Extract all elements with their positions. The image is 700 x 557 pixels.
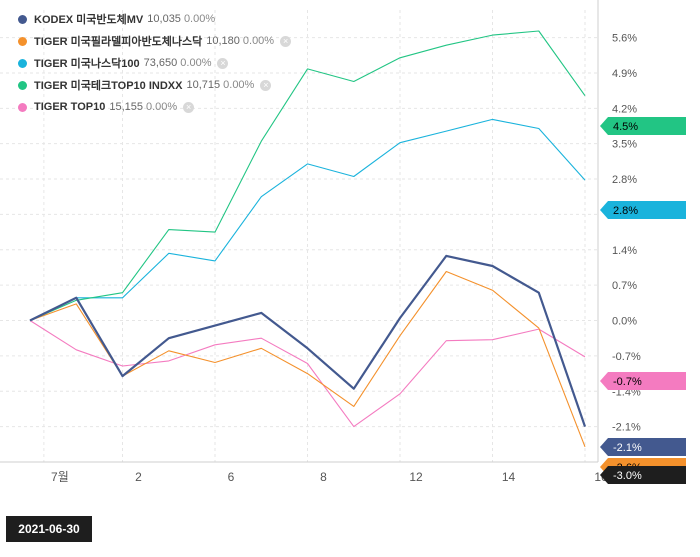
legend-percent: 0.00% — [183, 13, 216, 25]
legend-name: TIGER 미국필라델피아반도체나스닥 — [34, 36, 203, 48]
badge-label: 4.5% — [613, 121, 638, 133]
x-tick-label: 8 — [320, 470, 327, 484]
y-tick-label: 2.8% — [612, 174, 637, 186]
legend-dot-icon — [18, 102, 27, 112]
y-tick-label: 1.4% — [612, 245, 637, 257]
remove-series-icon[interactable]: × — [280, 35, 292, 47]
legend-percent: 0.00% — [180, 57, 212, 69]
y-tick-label: 4.2% — [612, 103, 637, 115]
legend-percent: 0.00% — [145, 101, 178, 113]
end-value-badge: 4.5% — [600, 117, 686, 135]
x-axis: 7월 2 6 8 12 14 16 — [51, 470, 608, 484]
badge-shape — [600, 466, 686, 484]
legend-dot-icon — [18, 80, 27, 90]
legend-name: TIGER TOP10 — [34, 101, 106, 113]
chart-grid — [0, 0, 599, 463]
badge-label: -2.1% — [613, 442, 642, 454]
series-line — [29, 30, 586, 322]
legend-name: TIGER 미국나스닥100 — [34, 58, 140, 70]
end-value-badge: -3.0% — [600, 466, 686, 484]
remove-series-icon[interactable]: × — [260, 79, 272, 91]
legend-name: KODEX 미국반도체MV — [34, 14, 144, 26]
remove-series-icon[interactable]: × — [217, 57, 229, 69]
badge-shape — [600, 201, 686, 219]
series-line — [29, 118, 586, 321]
legend-value: 73,650 — [143, 57, 178, 69]
x-tick-label: 7월 — [51, 470, 69, 484]
x-tick-label: 14 — [502, 470, 516, 484]
legend-value: 10,715 — [186, 79, 221, 91]
y-tick-label: -0.7% — [612, 351, 641, 363]
badge-label: -0.7% — [613, 376, 642, 388]
chart-series — [29, 30, 587, 447]
badge-shape — [600, 438, 686, 456]
legend-dot-icon — [18, 14, 27, 24]
y-tick-label: 0.0% — [612, 316, 637, 328]
remove-series-icon[interactable]: × — [183, 101, 195, 113]
legend-item[interactable]: TIGER 미국테크TOP10 INDXX 10,715 0.00% × — [18, 74, 291, 96]
end-value-badge: 2.8% — [600, 201, 686, 219]
y-axis: 5.6%4.9%4.2%3.5%2.8%2.1%1.4%0.7%0.0%-0.7… — [612, 33, 641, 434]
x-tick-label: 2 — [135, 470, 142, 484]
badge-label: 2.8% — [613, 205, 638, 217]
series-line — [29, 254, 587, 427]
y-tick-label: -2.1% — [612, 422, 641, 434]
legend-percent: 0.00% — [242, 35, 275, 47]
end-value-badge: -0.7% — [600, 372, 686, 390]
y-tick-label: 4.9% — [612, 68, 637, 80]
end-value-badges: 4.5%2.8%-0.7%-2.1%-2.6%-3.0% — [600, 117, 686, 484]
y-tick-label: 0.7% — [612, 280, 637, 292]
legend-item[interactable]: TIGER 미국나스닥100 73,650 0.00% × — [18, 52, 291, 74]
legend-value: 10,035 — [147, 13, 181, 25]
x-tick-label: 6 — [228, 470, 235, 484]
legend-value: 15,155 — [109, 101, 143, 113]
legend-name: TIGER 미국테크TOP10 INDXX — [34, 80, 183, 92]
legend: KODEX 미국반도체MV 10,035 0.00% TIGER 미국필라델피아… — [18, 8, 292, 118]
badge-shape — [600, 117, 686, 135]
x-tick-label: 12 — [409, 470, 423, 484]
series-line — [29, 320, 586, 428]
legend-item[interactable]: KODEX 미국반도체MV 10,035 0.00% — [18, 8, 291, 30]
legend-item[interactable]: TIGER 미국필라델피아반도체나스닥 10,180 0.00% × — [18, 30, 292, 52]
legend-percent: 0.00% — [223, 79, 255, 91]
end-value-badge: -2.1% — [600, 438, 686, 456]
legend-value: 10,180 — [206, 35, 240, 47]
legend-item[interactable]: TIGER TOP10 15,155 0.00% × — [18, 96, 291, 118]
y-tick-label: 3.5% — [612, 139, 637, 151]
badge-shape — [600, 372, 686, 390]
legend-dot-icon — [18, 36, 27, 46]
y-tick-label: 5.6% — [612, 33, 637, 45]
date-badge: 2021-06-30 — [6, 516, 92, 542]
badge-label: -3.0% — [613, 470, 642, 482]
legend-dot-icon — [18, 58, 27, 68]
